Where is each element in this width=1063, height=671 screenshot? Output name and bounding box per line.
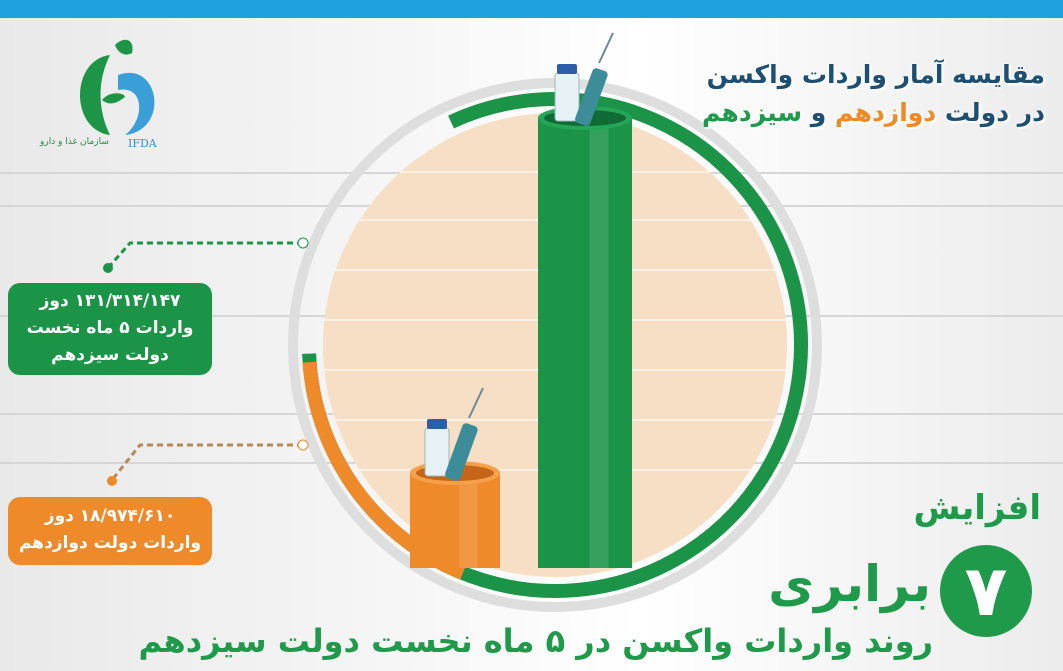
title-line1: مقایسه آمار واردات واکسن xyxy=(706,60,1045,89)
top-bar xyxy=(0,0,1063,18)
thirteenth-value-box: ۱۳۱/۳۱۴/۱۴۷ دوز واردات ۵ ماه نخست دولت س… xyxy=(8,283,212,375)
title-twelfth: دوازدهم xyxy=(835,98,937,127)
connector-dot xyxy=(297,439,309,451)
twelfth-dose-count: ۱۸/۹۷۴/۶۱۰ دوز xyxy=(44,506,176,526)
title-prefix: در دولت xyxy=(936,98,1045,127)
title-and: و xyxy=(802,98,836,127)
times-label: برابری xyxy=(768,555,931,613)
subtitle: روند واردات واکسن در ۵ ماه نخست دولت سیز… xyxy=(138,622,933,660)
connector-twelfth xyxy=(110,443,303,481)
connector-dot xyxy=(297,237,309,249)
logo-abbr: IFDA xyxy=(128,137,157,150)
page-title: مقایسه آمار واردات واکسن در دولت دوازدهم… xyxy=(702,56,1045,132)
ifda-logo xyxy=(80,39,155,135)
title-line2: در دولت دوازدهم و سیزدهم xyxy=(702,94,1045,132)
logo-org-name: سازمان غذا و دارو xyxy=(40,137,109,147)
increase-label: افزایش xyxy=(913,488,1041,528)
vaccine-vial-syringe-icon xyxy=(424,387,484,481)
factor-badge: ۷ xyxy=(940,545,1032,637)
title-thirteenth: سیزدهم xyxy=(701,98,803,127)
thirteenth-label-2: دولت سیزدهم xyxy=(51,345,169,365)
connector-dot xyxy=(107,476,117,486)
bar-1 xyxy=(538,118,632,568)
thirteenth-dose-count: ۱۳۱/۳۱۴/۱۴۷ دوز xyxy=(39,291,181,311)
twelfth-label: واردات دولت دوازدهم xyxy=(18,533,202,553)
thirteenth-label: واردات ۵ ماه نخست xyxy=(26,318,194,338)
bar-highlight xyxy=(589,118,609,568)
connector-thirteenth xyxy=(106,241,303,269)
connector-dot xyxy=(103,263,113,273)
bar-highlight xyxy=(459,473,478,568)
twelfth-value-box: ۱۸/۹۷۴/۶۱۰ دوز واردات دولت دوازدهم xyxy=(8,497,212,565)
vaccine-vial-syringe-icon xyxy=(554,32,614,126)
bar-0 xyxy=(410,473,500,568)
